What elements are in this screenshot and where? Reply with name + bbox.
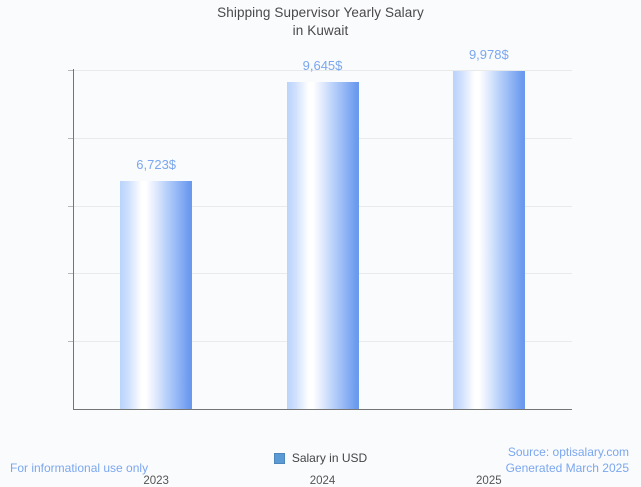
y-axis-tick-mark — [68, 273, 73, 275]
chart-legend: Salary in USD — [0, 451, 641, 467]
bar-group-2025[interactable]: 9,978$ — [452, 47, 525, 409]
legend-swatch-icon — [273, 452, 285, 464]
y-axis-tick-mark — [68, 70, 73, 71]
bar-2025[interactable] — [452, 70, 525, 409]
footer-source: Source: optisalary.com — [507, 445, 629, 459]
footer-generated: Generated March 2025 — [505, 461, 629, 475]
legend-label: Salary in USD — [291, 451, 368, 465]
gridline — [73, 70, 572, 71]
footer-source-block: Source: optisalary.com Generated March 2… — [506, 444, 629, 476]
bar-group-2024[interactable]: 9,645$ — [286, 58, 359, 409]
bar-2024[interactable] — [286, 82, 359, 409]
chart-title-line-1: Shipping Supervisor Yearly Salary — [217, 5, 424, 20]
chart-title-line-2: in Kuwait — [292, 23, 349, 38]
y-axis-tick-mark — [68, 137, 73, 139]
bar-group-2023[interactable]: 6,723$ — [120, 60, 193, 409]
x-axis-label-2025: 2025 — [476, 475, 502, 487]
bar-value-label-2024: 9,645$ — [302, 58, 343, 74]
y-axis-tick-mark — [68, 205, 73, 207]
plot-area: 2000400060008000100006,723$20239,645$202… — [68, 47, 572, 487]
x-axis-label-2023: 2023 — [143, 475, 169, 487]
bar-value-label-2025: 9,978$ — [468, 46, 509, 62]
bar-value-label-2023: 6,723$ — [136, 157, 177, 173]
y-axis-line — [73, 69, 74, 410]
x-axis-label-2024: 2024 — [309, 475, 336, 487]
footer-disclaimer: For informational use only — [10, 461, 149, 475]
chart-title: Shipping Supervisor Yearly Salary in Kuw… — [0, 4, 641, 40]
x-axis-line — [73, 409, 572, 410]
legend-item-salary-in-usd: Salary in USD — [273, 451, 368, 465]
bar-2023[interactable] — [120, 181, 193, 409]
y-axis-tick-mark — [68, 341, 73, 343]
